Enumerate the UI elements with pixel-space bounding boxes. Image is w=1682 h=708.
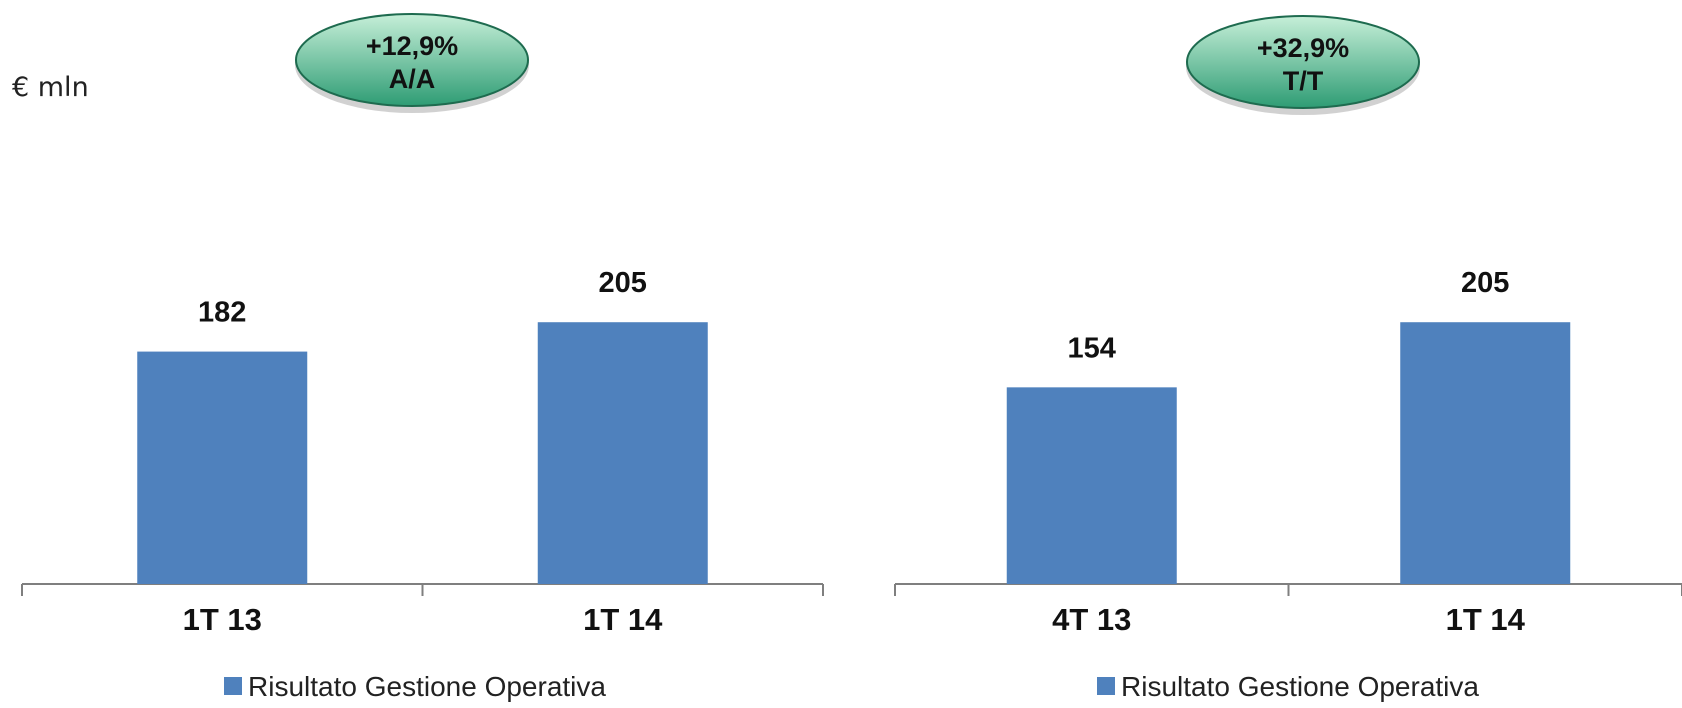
legend: Risultato Gestione Operativa	[224, 671, 606, 702]
change-badge: +32,9%T/T	[1186, 15, 1420, 115]
legend-swatch	[1097, 677, 1115, 695]
change-badge: +12,9%A/A	[295, 13, 529, 113]
x-tick-label: 1T 13	[183, 602, 262, 637]
chart-panel-2: 154 4T 13 205 1T 14 Risultato Gestione Opera…	[894, 15, 1682, 702]
badge-period: A/A	[389, 64, 436, 94]
unit-label: € mln	[12, 72, 89, 103]
chart-panel-1: 182 1T 13 205 1T 14 Risultato Gestione Opera…	[21, 13, 824, 702]
bar-1t-14	[537, 322, 708, 584]
data-label: 182	[198, 297, 246, 329]
bar-1t-13	[137, 351, 308, 584]
x-tick-label: 4T 13	[1052, 602, 1131, 637]
legend-label: Risultato Gestione Operativa	[248, 671, 606, 702]
legend-swatch	[224, 677, 242, 695]
badge-percent: +32,9%	[1257, 33, 1349, 63]
x-tick-label: 1T 14	[583, 602, 663, 637]
badge-period: T/T	[1283, 66, 1324, 96]
bar-1t-14	[1400, 322, 1571, 584]
bar-4t-13	[1006, 387, 1177, 584]
x-tick-label: 1T 14	[1446, 602, 1526, 637]
legend: Risultato Gestione Operativa	[1097, 671, 1479, 702]
data-label: 205	[1461, 267, 1509, 299]
badge-ellipse	[295, 13, 529, 107]
badge-ellipse	[1186, 15, 1420, 109]
badge-percent: +12,9%	[366, 31, 458, 61]
legend-label: Risultato Gestione Operativa	[1121, 671, 1479, 702]
data-label: 154	[1068, 332, 1116, 364]
data-label: 205	[599, 267, 647, 299]
